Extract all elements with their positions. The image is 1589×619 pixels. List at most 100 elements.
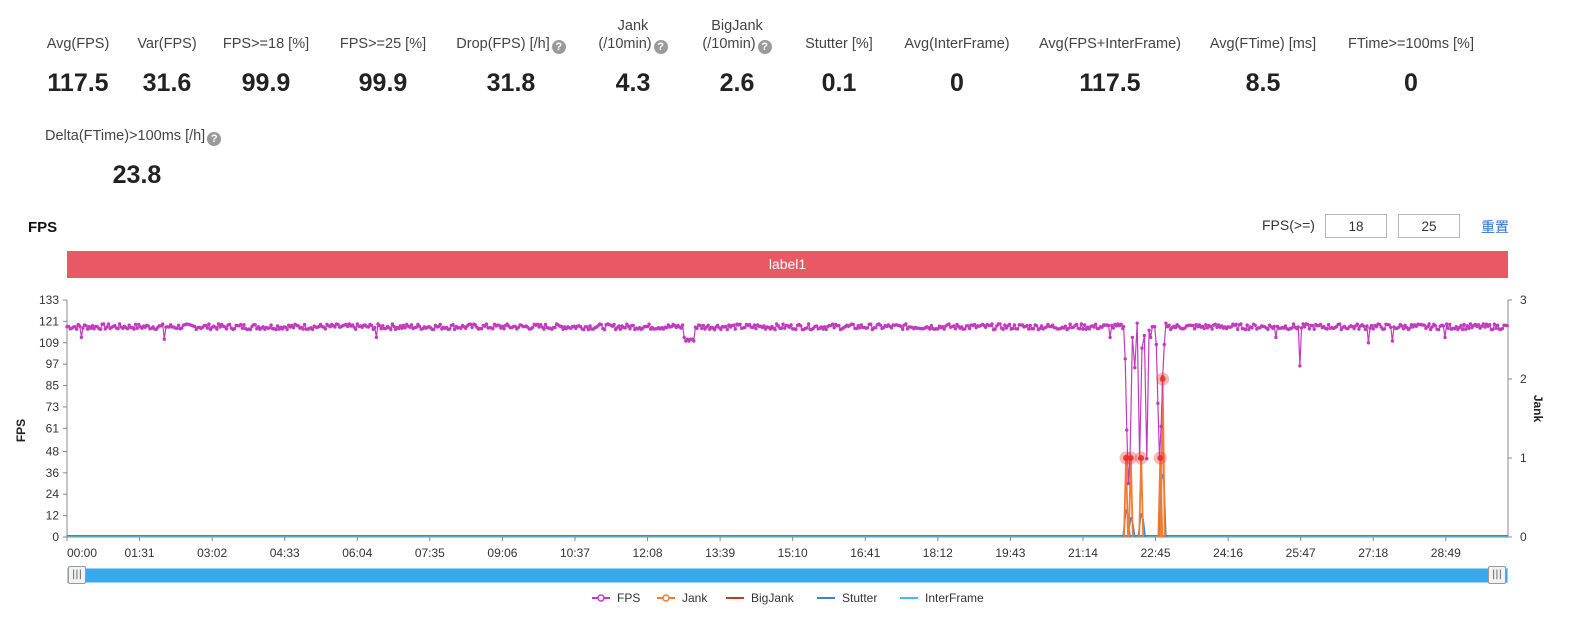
fps-point — [1365, 324, 1369, 328]
fps-point — [732, 323, 736, 327]
metric-label: Jank (/10min)? — [533, 17, 733, 54]
label-bar: label1 — [67, 251, 1508, 278]
fps-point — [626, 324, 631, 328]
metric-value: 31.6 — [142, 69, 192, 97]
fps-threshold-high-input[interactable] — [1398, 214, 1460, 238]
y-left-axis-name: FPS — [14, 419, 28, 442]
fps-point — [1390, 339, 1395, 343]
fps-point — [323, 327, 328, 331]
fps-point — [733, 327, 737, 331]
fps-point — [417, 324, 422, 328]
fps-point — [830, 322, 835, 326]
fps-point — [161, 322, 165, 326]
fps-point — [414, 325, 418, 329]
fps-point — [176, 323, 181, 327]
fps-point — [972, 322, 977, 327]
jank-spike — [1138, 457, 1145, 538]
fps-point — [712, 327, 717, 332]
fps-point — [936, 327, 940, 331]
fps-point — [1427, 322, 1431, 326]
metric-value: 4.3 — [615, 69, 651, 97]
fps-point — [542, 327, 546, 331]
fps-point — [256, 325, 261, 329]
fps-point — [754, 326, 758, 331]
fps-point — [682, 335, 686, 340]
metric-label-text: Drop(FPS) [/h] — [456, 36, 550, 52]
legend-label: Jank — [682, 591, 708, 605]
reset-link[interactable]: 重置 — [1481, 219, 1509, 235]
fps-point — [216, 322, 221, 326]
fps-point — [1362, 324, 1366, 328]
fps-point — [1387, 323, 1391, 327]
x-tick-label: 18:12 — [923, 546, 953, 560]
fps-point — [1153, 325, 1157, 329]
fps-point — [232, 327, 237, 331]
zoom-slider-track[interactable] — [67, 568, 1508, 583]
fps-point — [1476, 323, 1481, 327]
fps-point — [302, 322, 307, 327]
fps-point — [438, 322, 442, 327]
fps-point — [400, 326, 404, 330]
legend-swatch-marker — [662, 594, 670, 602]
fps-threshold-low-input[interactable] — [1325, 214, 1387, 238]
fps-point — [346, 324, 350, 329]
fps-point — [1371, 327, 1375, 331]
fps-point — [706, 323, 710, 327]
fps-point — [993, 327, 997, 331]
fps-point — [1007, 322, 1012, 326]
fps-point — [984, 325, 988, 329]
fps-point — [998, 322, 1002, 326]
fps-point — [1401, 327, 1406, 331]
fps-point — [1500, 326, 1505, 331]
fps-point — [459, 326, 463, 330]
fps-point — [146, 324, 150, 328]
fps-point — [1202, 326, 1206, 331]
fps-point — [692, 339, 696, 343]
fps-point — [1462, 322, 1466, 327]
metric-label-line1: Jank — [617, 18, 649, 34]
fps-point — [531, 325, 535, 330]
metric-label-line2: (/10min)? — [533, 35, 733, 54]
metric-label-text: Var(FPS) — [137, 36, 197, 52]
fps-point — [1111, 326, 1116, 330]
fps-point — [1338, 322, 1342, 326]
fps-point — [1366, 341, 1371, 345]
metric-8: Avg(InterFrame) 0 — [857, 35, 1057, 125]
fps-point — [824, 327, 828, 332]
fps-point — [1236, 327, 1240, 332]
fps-point — [806, 322, 811, 326]
legend-label: Stutter — [842, 591, 877, 605]
fps-point — [1272, 324, 1277, 329]
help-icon[interactable]: ? — [207, 132, 222, 146]
x-tick-label: 16:41 — [850, 546, 880, 560]
fps-point — [1108, 335, 1112, 340]
chart-section-title: FPS — [28, 219, 58, 236]
zoom-slider-left-handle[interactable]: ||| — [68, 566, 86, 584]
zoom-slider-right-handle[interactable]: ||| — [1488, 566, 1506, 584]
help-icon[interactable]: ? — [551, 40, 566, 54]
fps-point — [1239, 322, 1243, 326]
fps-point — [90, 324, 95, 328]
help-icon[interactable]: ? — [757, 40, 772, 54]
fps-point — [1355, 322, 1360, 326]
metric-value: 0 — [950, 69, 964, 97]
metric-label-line2-text: (/10min) — [598, 36, 652, 52]
fps-point — [1454, 325, 1458, 329]
fps-point — [1133, 366, 1137, 370]
metric-label: FPS>=25 [%] — [283, 35, 483, 53]
fps-point — [1491, 327, 1495, 332]
fps-point — [1441, 324, 1446, 328]
jank-highlight-point — [1157, 455, 1164, 461]
metric-6: BigJank (/10min)? 2.6 — [637, 17, 837, 107]
fps-point — [612, 322, 616, 327]
y-left-tick-label: 48 — [46, 444, 60, 458]
fps-point — [719, 327, 723, 332]
fps-point — [1448, 322, 1452, 327]
help-icon[interactable]: ? — [653, 40, 668, 54]
fps-point — [468, 322, 473, 326]
metric-label-text: Avg(FPS) — [46, 36, 110, 52]
metric-7: Stutter [%] 0.1 — [739, 35, 939, 125]
fps-point — [310, 327, 315, 332]
legend-label: InterFrame — [925, 591, 984, 605]
